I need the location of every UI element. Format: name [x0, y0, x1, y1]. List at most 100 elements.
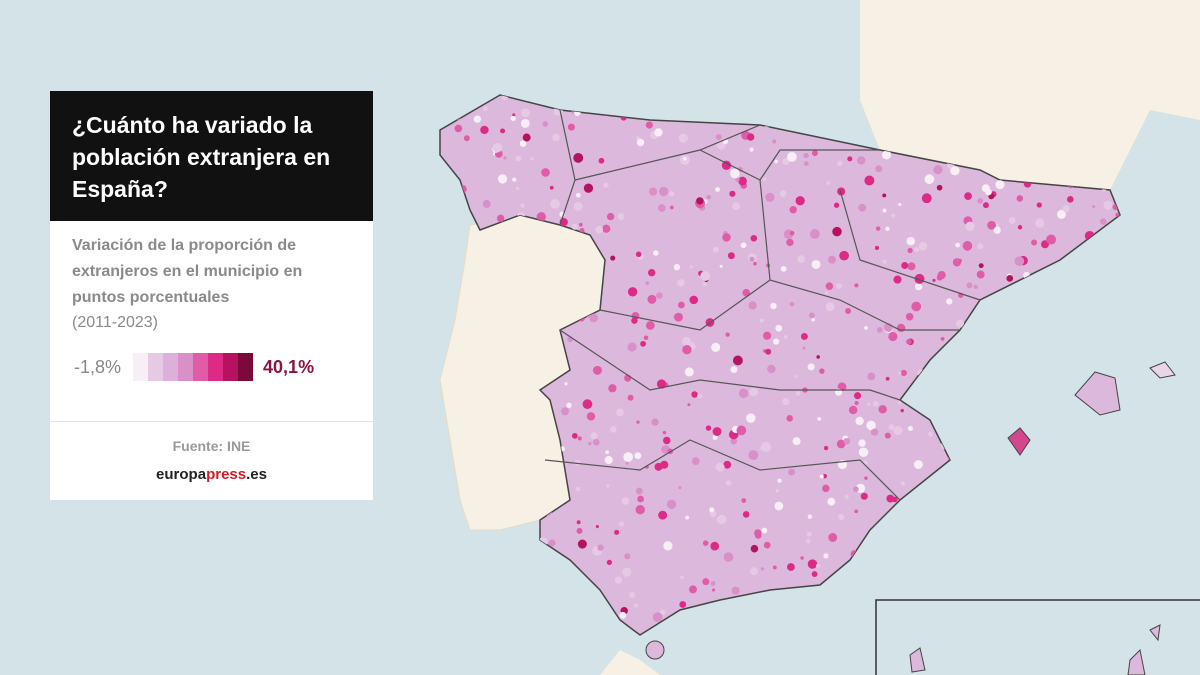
municipality-dot: [679, 601, 687, 608]
municipality-dot: [881, 150, 892, 160]
municipality-dot: [795, 391, 801, 396]
municipality-dot: [873, 524, 879, 530]
municipality-dot: [1035, 559, 1046, 570]
municipality-dot: [482, 554, 492, 563]
municipality-dot: [440, 165, 443, 169]
municipality-dot: [924, 174, 935, 185]
municipality-dot: [654, 128, 663, 137]
municipality-dot: [627, 342, 637, 352]
municipality-dot: [854, 598, 864, 609]
municipality-dot: [789, 206, 797, 214]
municipality-dot: [779, 190, 787, 198]
municipality-dot: [503, 156, 507, 160]
municipality-dot: [904, 516, 915, 527]
municipality-dot: [769, 108, 775, 114]
municipality-dot: [440, 587, 449, 597]
municipality-dot: [808, 312, 815, 319]
municipality-dot: [819, 368, 825, 374]
municipality-dot: [738, 176, 747, 186]
municipality-dot: [937, 270, 946, 280]
municipality-dot: [1001, 433, 1006, 439]
municipality-dot: [627, 287, 638, 297]
municipality-dot: [907, 262, 916, 271]
municipality-dot: [541, 168, 550, 177]
municipality-dot: [787, 151, 797, 162]
municipality-dot: [746, 133, 755, 141]
municipality-dot: [949, 387, 958, 395]
municipality-dot: [794, 375, 798, 379]
municipality-dot: [748, 301, 757, 310]
municipality-dot: [522, 133, 531, 142]
legend-swatch: [148, 353, 164, 381]
municipality-dot: [721, 160, 732, 170]
municipality-dot: [1080, 327, 1086, 333]
municipality-dot: [645, 321, 655, 330]
municipality-dot: [680, 575, 684, 579]
municipality-dot: [497, 174, 508, 184]
municipality-dot: [586, 412, 596, 421]
municipality-dot: [598, 614, 607, 623]
municipality-dot: [1104, 274, 1111, 281]
municipality-dot: [617, 212, 625, 220]
municipality-dot: [621, 497, 630, 505]
municipality-dot: [701, 101, 706, 106]
municipality-dot: [885, 537, 895, 547]
municipality-dot: [827, 497, 836, 506]
municipality-dot: [440, 617, 448, 626]
municipality-dot: [748, 450, 759, 461]
municipality-dot: [712, 246, 719, 253]
municipality-dot: [980, 465, 987, 472]
municipality-dot: [723, 552, 734, 562]
municipality-dot: [1089, 288, 1099, 298]
municipality-dot: [966, 282, 973, 289]
municipality-dot: [1092, 205, 1096, 209]
municipality-dot: [982, 350, 990, 358]
municipality-dot: [582, 399, 593, 410]
municipality-dot: [1112, 514, 1116, 518]
municipality-dot: [583, 183, 594, 193]
municipality-dot: [463, 135, 470, 142]
municipality-dot: [712, 427, 722, 436]
municipality-dot: [776, 117, 783, 125]
municipality-dot: [786, 238, 794, 247]
municipality-dot: [719, 264, 723, 268]
municipality-dot: [797, 255, 805, 263]
legend-swatch: [223, 353, 239, 381]
municipality-dot: [1009, 456, 1014, 461]
municipality-dot: [762, 177, 767, 182]
municipality-dot: [850, 625, 860, 635]
municipality-dot: [825, 291, 829, 295]
municipality-dot: [811, 259, 821, 269]
municipality-dot: [575, 486, 581, 492]
municipality-dot: [885, 376, 890, 381]
municipality-dot: [918, 241, 928, 251]
municipality-dot: [907, 247, 913, 254]
municipality-dot: [663, 541, 673, 551]
municipality-dot: [1084, 308, 1091, 315]
municipality-dot: [749, 112, 753, 116]
municipality-dot: [624, 553, 631, 560]
municipality-dot: [913, 460, 923, 470]
municipality-dot: [1106, 452, 1115, 462]
municipality-dot: [444, 463, 451, 470]
municipality-dot: [1111, 321, 1120, 330]
municipality-dot: [727, 252, 735, 260]
municipality-dot: [767, 364, 776, 374]
municipality-dot: [882, 208, 887, 213]
municipality-dot: [1105, 351, 1112, 359]
municipality-dot: [1102, 354, 1106, 359]
municipality-dot: [1036, 575, 1047, 586]
municipality-dot: [867, 372, 876, 381]
municipality-dot: [964, 192, 972, 200]
municipality-dot: [749, 567, 759, 576]
municipality-dot: [1025, 534, 1032, 542]
municipality-dot: [1006, 274, 1014, 282]
municipality-dot: [838, 95, 845, 100]
municipality-dot: [847, 156, 853, 162]
municipality-dot: [608, 384, 617, 393]
municipality-dot: [759, 318, 764, 323]
legend-max: 40,1%: [263, 356, 315, 377]
municipality-dot: [897, 400, 902, 405]
info-panel: ¿Cuánto ha variado la población extranje…: [50, 91, 373, 500]
